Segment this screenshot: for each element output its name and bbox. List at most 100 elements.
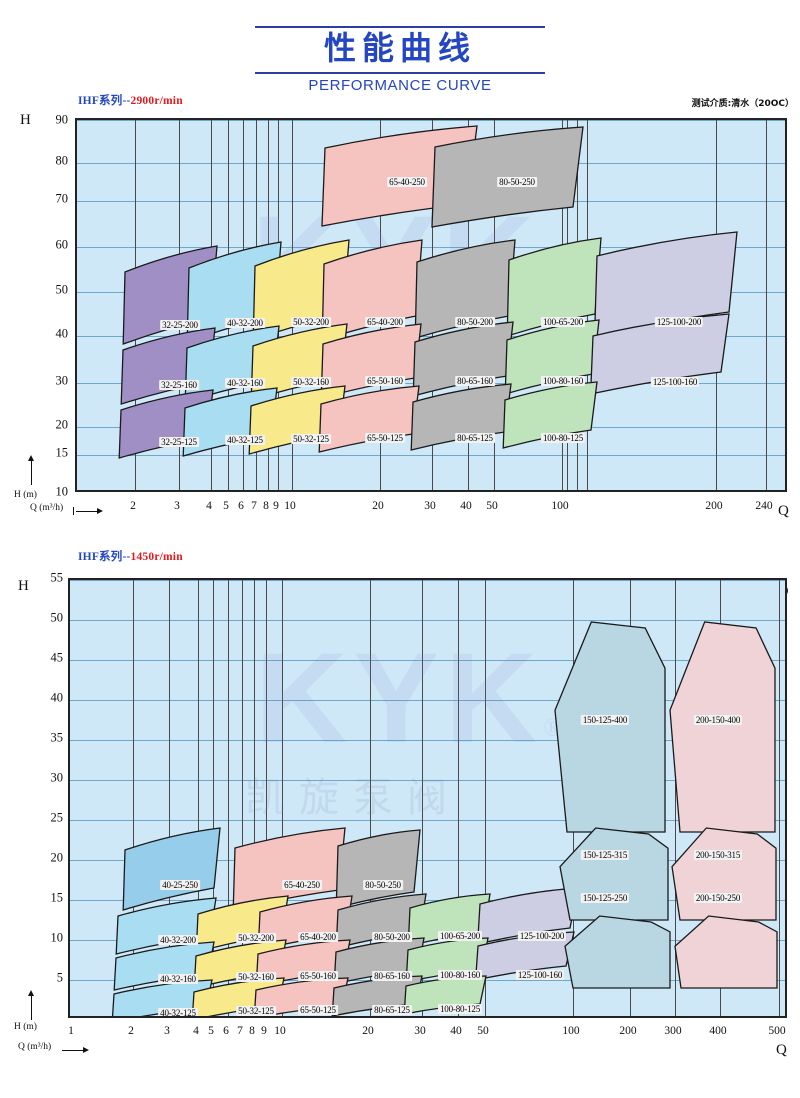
title-top-rule <box>255 26 545 28</box>
pump-model-label: 50-32-200 <box>236 933 276 943</box>
chart2-ytick: 25 <box>50 810 64 825</box>
chart1-ytick: 30 <box>55 373 69 388</box>
pump-model-label: 32-25-160 <box>159 380 199 390</box>
gridline-horizontal <box>70 820 785 821</box>
chart2-ytick: 10 <box>50 930 64 945</box>
chart1-xtick: 5 <box>223 500 229 512</box>
pump-performance-zone[interactable] <box>669 621 776 833</box>
chart1-x-axis-origin-tick <box>73 507 74 515</box>
chart1-xtick: 10 <box>284 500 296 512</box>
chart2-series-prefix: IHF系列-- <box>78 551 131 563</box>
pump-model-label: 65-40-250 <box>282 880 322 890</box>
gridline-vertical <box>282 580 283 1016</box>
pump-performance-zone[interactable] <box>474 931 575 981</box>
pump-model-label: 80-65-160 <box>372 971 412 981</box>
pump-model-label: 125-100-160 <box>515 970 565 980</box>
gridline-horizontal <box>70 620 785 621</box>
pump-model-label: 80-65-125 <box>455 433 495 443</box>
pump-model-label: 32-25-125 <box>159 437 199 447</box>
chart1-ytick: 80 <box>55 153 69 168</box>
gridline-horizontal <box>70 700 785 701</box>
pump-model-label: 80-65-125 <box>372 1005 412 1015</box>
pump-model-label: 50-32-160 <box>291 377 331 387</box>
pump-performance-zone[interactable] <box>122 827 221 911</box>
chart1-xtick: 20 <box>372 500 384 512</box>
chart2-xtick: 2 <box>128 1025 134 1037</box>
gridline-horizontal <box>70 660 785 661</box>
chart1-y-axis-arrow <box>28 455 34 485</box>
page-subtitle: PERFORMANCE CURVE <box>308 76 492 94</box>
pump-performance-zone[interactable] <box>554 621 666 833</box>
chart2-xtick: 1 <box>68 1025 74 1037</box>
chart2-x-axis-unit: Q (m³/h) <box>18 1042 52 1052</box>
pump-performance-zone[interactable] <box>674 915 778 989</box>
pump-model-label: 200-150-250 <box>693 893 743 903</box>
pump-model-label: 125-100-200 <box>517 931 567 941</box>
chart1-ytick: 70 <box>55 191 69 206</box>
pump-model-label: 150-125-315 <box>580 850 630 860</box>
pump-model-label: 100-65-200 <box>541 317 585 327</box>
gridline-vertical <box>485 580 486 1016</box>
chart1-test-medium: 测试介质:清水（20OC） <box>691 99 794 109</box>
gridline-vertical <box>213 580 214 1016</box>
gridline-vertical <box>766 120 767 490</box>
gridline-horizontal <box>77 120 785 121</box>
pump-model-label: 125-100-160 <box>650 377 700 387</box>
chart2-zone-layer <box>111 621 778 1016</box>
chart2-xtick: 3 <box>164 1025 170 1037</box>
gridline-vertical <box>458 580 459 1016</box>
chart1-ytick: 15 <box>55 445 69 460</box>
chart2-y-axis-unit: H (m) <box>14 1022 37 1032</box>
chart1-ytick: 20 <box>55 417 69 432</box>
chart1-xtick: 8 <box>263 500 269 512</box>
chart1-ytick: 10 <box>55 484 69 499</box>
pump-model-label: 100-65-200 <box>438 931 482 941</box>
pump-model-label: 100-80-125 <box>541 433 585 443</box>
chart2-series-rpm: 1450r/min <box>130 551 183 563</box>
pump-model-label: 65-40-200 <box>298 932 338 942</box>
pump-performance-zone[interactable] <box>589 313 730 395</box>
pump-performance-zone[interactable] <box>564 915 671 989</box>
chart1-x-axis-letter: Q <box>778 503 789 519</box>
chart1-zone-layer <box>118 125 738 459</box>
chart2-ytick: 50 <box>50 610 64 625</box>
pump-model-label: 80-50-250 <box>497 177 537 187</box>
gridline-horizontal <box>77 336 785 337</box>
pump-model-label: 40-32-200 <box>225 318 265 328</box>
chart1-series-title: IHF系列--2900r/min <box>78 92 183 108</box>
pump-performance-zone[interactable] <box>559 827 669 921</box>
chart1-xtick: 50 <box>486 500 498 512</box>
pump-model-label: 40-32-125 <box>225 435 265 445</box>
pump-performance-zone[interactable] <box>476 887 579 945</box>
chart1-ytick: 40 <box>55 326 69 341</box>
gridline-vertical <box>254 580 255 1016</box>
chart1-series-rpm: 2900r/min <box>130 95 183 107</box>
chart2-y-axis-letter: H <box>18 578 29 594</box>
pump-model-label: 40-25-250 <box>160 880 200 890</box>
chart2-xtick: 8 <box>249 1025 255 1037</box>
chart1-xtick: 200 <box>705 500 723 512</box>
chart2-plot-area: KYK® 凯旋泵阀 40-25-250 65-40-250 80-50-250 40-… <box>68 578 787 1018</box>
gridline-vertical <box>169 580 170 1016</box>
pump-model-label: 80-50-200 <box>372 932 412 942</box>
pump-model-label: 65-50-125 <box>298 1005 338 1015</box>
chart2-xtick: 50 <box>477 1025 489 1037</box>
gridline-horizontal <box>70 780 785 781</box>
pump-model-label: 40-32-160 <box>225 378 265 388</box>
chart1-xtick: 3 <box>174 500 180 512</box>
chart1-x-axis-unit: Q (m³/h) <box>30 503 64 513</box>
chart2-ytick: 30 <box>50 770 64 785</box>
pump-performance-zone[interactable] <box>671 827 777 921</box>
chart2-x-axis-arrow <box>62 1047 89 1053</box>
chart1-xtick: 6 <box>238 500 244 512</box>
chart1-ytick: 90 <box>55 112 69 127</box>
chart2-xtick: 30 <box>414 1025 426 1037</box>
pump-performance-zone[interactable] <box>502 381 598 449</box>
chart1-xtick: 40 <box>460 500 472 512</box>
gridline-horizontal <box>77 247 785 248</box>
pump-model-label: 100-80-125 <box>438 1004 482 1014</box>
gridline-vertical <box>266 580 267 1016</box>
gridline-horizontal <box>70 860 785 861</box>
